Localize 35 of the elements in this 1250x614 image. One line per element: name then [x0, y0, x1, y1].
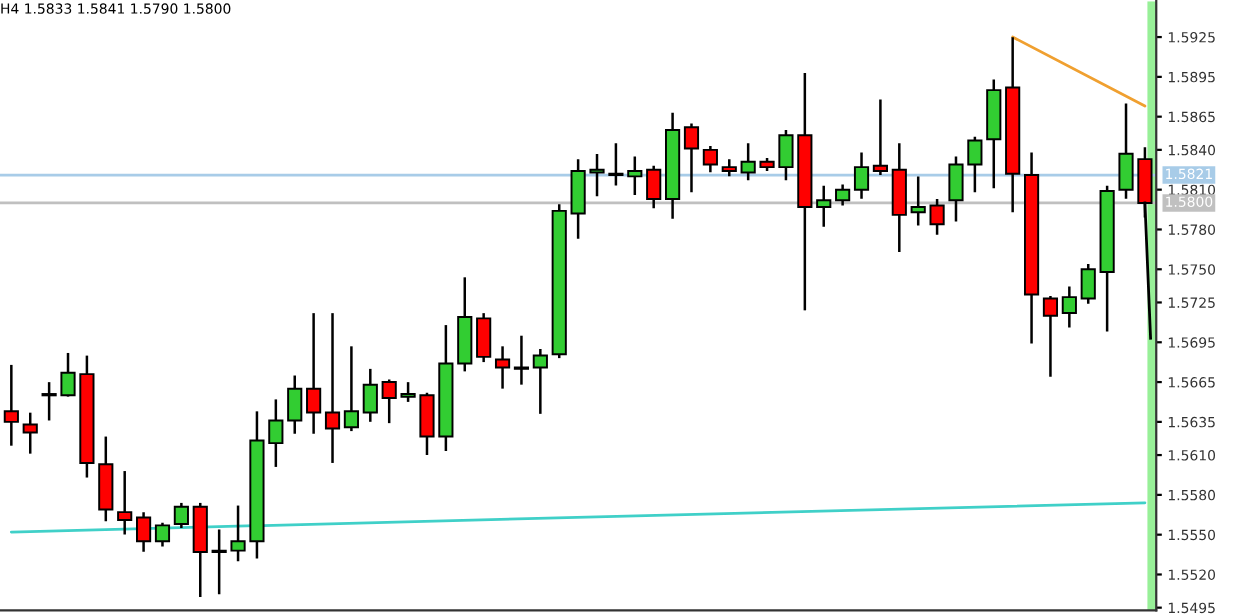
candlestick [476, 313, 492, 363]
candlestick [532, 348, 548, 414]
candlestick [287, 375, 303, 434]
candlestick [173, 502, 189, 528]
candlestick [929, 199, 945, 235]
candlestick [702, 145, 718, 173]
candlestick [835, 184, 851, 206]
candlestick [891, 143, 907, 252]
candlestick [1061, 286, 1077, 328]
candlestick [457, 277, 473, 372]
candlestick [324, 313, 341, 463]
candlestick [627, 156, 643, 195]
candlestick [362, 368, 378, 422]
candlestick [98, 436, 114, 522]
candlestick [608, 143, 624, 186]
candlestick [117, 471, 133, 535]
candlestick [721, 159, 737, 177]
candlestick [494, 346, 511, 389]
candlestick [683, 123, 700, 193]
candlestick [343, 346, 359, 432]
candlestick [3, 364, 19, 446]
candlestick [154, 522, 171, 547]
candlestick [646, 165, 662, 209]
candlestick [22, 412, 38, 454]
candlestick [136, 512, 152, 552]
candlestick [853, 152, 870, 199]
candlestick [1042, 295, 1059, 377]
candlestick [816, 185, 832, 227]
candlestick [192, 502, 208, 597]
candlestick [1080, 264, 1096, 304]
candlestick [872, 99, 888, 175]
candlestick [910, 176, 926, 226]
candlestick [513, 335, 530, 385]
candlestick [306, 313, 322, 434]
candlestick [381, 379, 397, 424]
